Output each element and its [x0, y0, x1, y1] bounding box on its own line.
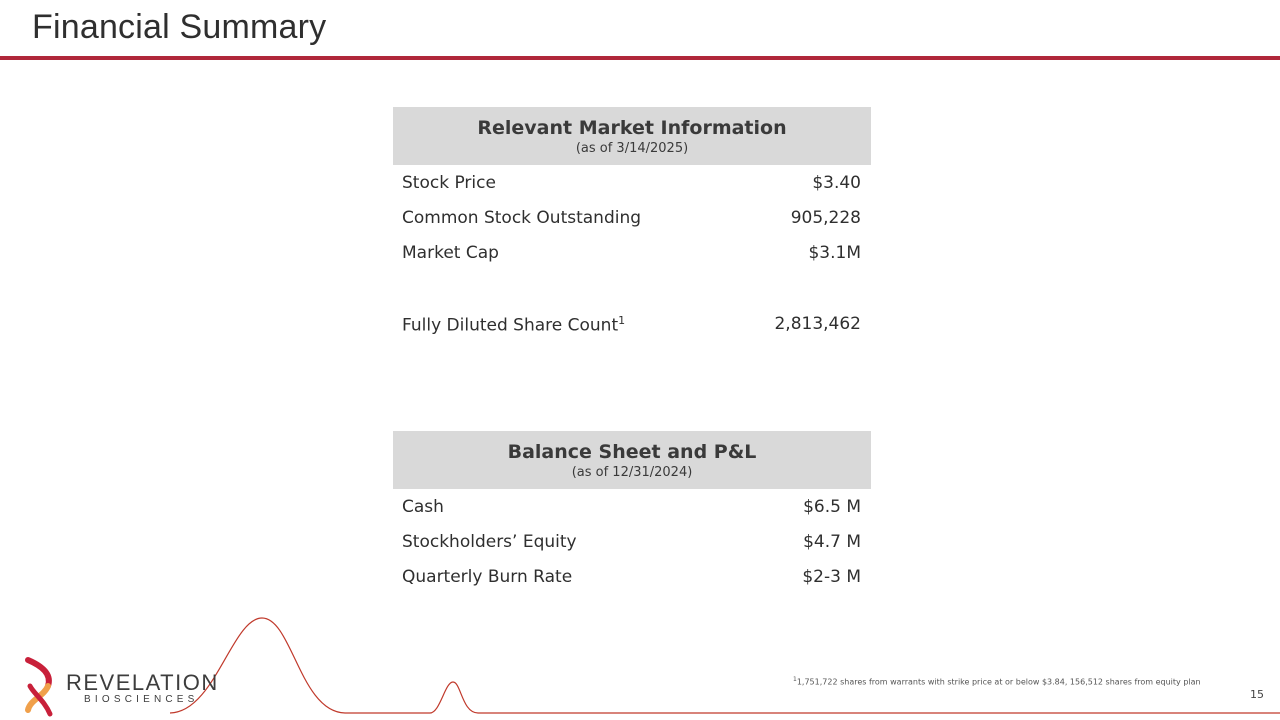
market-info-header: Relevant Market Information (as of 3/14/…: [393, 107, 871, 165]
title-divider: [0, 56, 1280, 60]
page-title: Financial Summary: [32, 8, 327, 46]
row-value: $2-3 M: [802, 567, 861, 587]
logo-icon: [25, 657, 53, 717]
balance-sheet-date: (as of 12/31/2024): [571, 465, 693, 480]
row-value: $4.7 M: [803, 532, 861, 552]
row-value: $3.1M: [808, 243, 861, 263]
row-label: Market Cap: [402, 243, 499, 263]
row-label: Stockholders’ Equity: [402, 532, 577, 552]
table-row: Stockholders’ Equity $4.7 M: [393, 524, 871, 559]
market-info-title: Relevant Market Information: [477, 117, 787, 139]
table-row: Market Cap $3.1M: [393, 235, 871, 270]
row-value: $6.5 M: [803, 497, 861, 517]
footnote-marker: 1: [793, 676, 797, 683]
footnote-text: 1,751,722 shares from warrants with stri…: [796, 677, 1201, 687]
row-label: Common Stock Outstanding: [402, 208, 642, 228]
footnote: 11,751,722 shares from warrants with str…: [793, 676, 1201, 687]
balance-sheet-table: Balance Sheet and P&L (as of 12/31/2024)…: [393, 431, 871, 594]
footnote-ref: 1: [618, 314, 626, 327]
row-value: 905,228: [790, 208, 861, 228]
row-value: $3.40: [812, 173, 861, 193]
decorative-wave: [169, 617, 1280, 714]
table-row: Common Stock Outstanding 905,228: [393, 200, 871, 235]
spacer: [393, 270, 871, 306]
page-number: 15: [1250, 688, 1264, 701]
row-label: Quarterly Burn Rate: [402, 567, 573, 587]
table-row: Cash $6.5 M: [393, 489, 871, 524]
row-label: Cash: [402, 497, 444, 517]
balance-sheet-header: Balance Sheet and P&L (as of 12/31/2024): [393, 431, 871, 489]
balance-sheet-title: Balance Sheet and P&L: [507, 441, 757, 463]
row-label: Stock Price: [402, 173, 496, 193]
table-row: Fully Diluted Share Count1 2,813,462: [393, 306, 871, 341]
market-info-date: (as of 3/14/2025): [575, 141, 689, 156]
table-row: Stock Price $3.40: [393, 165, 871, 200]
row-label: Fully Diluted Share Count1: [402, 314, 625, 336]
row-value: 2,813,462: [774, 314, 861, 334]
logo-subtitle: BIOSCIENCES: [84, 694, 199, 705]
diluted-label: Fully Diluted Share Count: [402, 315, 619, 336]
logo-wordmark: REVELATION: [66, 670, 219, 695]
market-info-table: Relevant Market Information (as of 3/14/…: [393, 107, 871, 341]
table-row: Quarterly Burn Rate $2-3 M: [393, 559, 871, 594]
